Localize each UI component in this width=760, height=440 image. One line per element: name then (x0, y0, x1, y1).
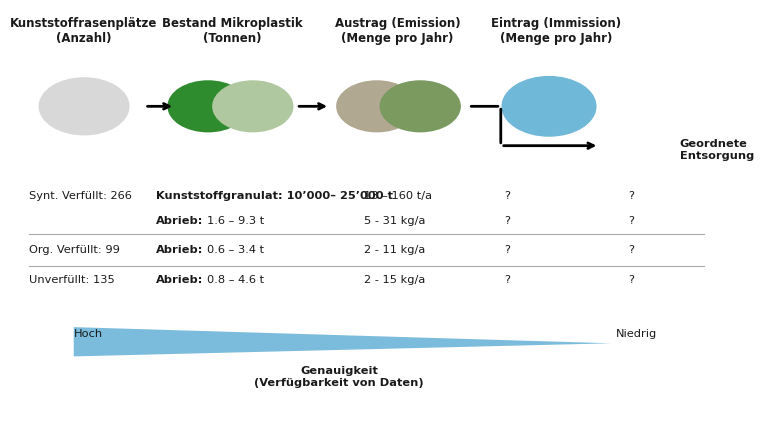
Text: Abrieb:: Abrieb: (157, 245, 204, 255)
Circle shape (40, 78, 129, 135)
Text: 0.6 – 3.4 t: 0.6 – 3.4 t (207, 245, 264, 255)
Text: Genauigkeit
(Verfügbarkeit von Daten): Genauigkeit (Verfügbarkeit von Daten) (254, 367, 424, 388)
Text: Abrieb:: Abrieb: (157, 275, 204, 285)
Text: ?: ? (505, 275, 511, 285)
Text: ?: ? (505, 245, 511, 255)
Text: Austrag (Emission)
(Menge pro Jahr): Austrag (Emission) (Menge pro Jahr) (334, 17, 461, 45)
Circle shape (213, 81, 293, 132)
Text: Unverfüllt: 135: Unverfüllt: 135 (29, 275, 115, 285)
Text: Bestand Mikroplastik
(Tonnen): Bestand Mikroplastik (Tonnen) (162, 17, 302, 45)
Text: Geordnete
Entsorgung: Geordnete Entsorgung (680, 139, 754, 161)
Text: Niedrig: Niedrig (616, 329, 657, 339)
Text: 2 - 15 kg/a: 2 - 15 kg/a (364, 275, 426, 285)
Text: 1.6 – 9.3 t: 1.6 – 9.3 t (207, 216, 264, 226)
Text: Kunststoffrasenplätze
(Anzahl): Kunststoffrasenplätze (Anzahl) (11, 17, 158, 45)
Text: ?: ? (505, 191, 511, 201)
Text: Kunststoffgranulat: 10’000– 25’000 t: Kunststoffgranulat: 10’000– 25’000 t (157, 191, 394, 201)
Circle shape (337, 81, 416, 132)
Text: ?: ? (629, 275, 635, 285)
Text: Eintrag (Immission)
(Menge pro Jahr): Eintrag (Immission) (Menge pro Jahr) (491, 17, 621, 45)
Text: ?: ? (629, 245, 635, 255)
Text: ?: ? (505, 216, 511, 226)
Text: Abrieb:: Abrieb: (157, 216, 204, 226)
Polygon shape (74, 327, 611, 356)
Text: Org. Verfüllt: 99: Org. Verfüllt: 99 (29, 245, 120, 255)
Text: Synt. Verfüllt: 266: Synt. Verfüllt: 266 (29, 191, 131, 201)
Text: 0.8 – 4.6 t: 0.8 – 4.6 t (207, 275, 264, 285)
Text: 13 – 160 t/a: 13 – 160 t/a (364, 191, 432, 201)
Text: Hoch: Hoch (74, 329, 103, 339)
Circle shape (502, 77, 596, 136)
Circle shape (168, 81, 248, 132)
Text: 2 - 11 kg/a: 2 - 11 kg/a (364, 245, 426, 255)
Text: ?: ? (629, 216, 635, 226)
Text: 5 - 31 kg/a: 5 - 31 kg/a (364, 216, 426, 226)
Circle shape (380, 81, 460, 132)
Text: ?: ? (629, 191, 635, 201)
